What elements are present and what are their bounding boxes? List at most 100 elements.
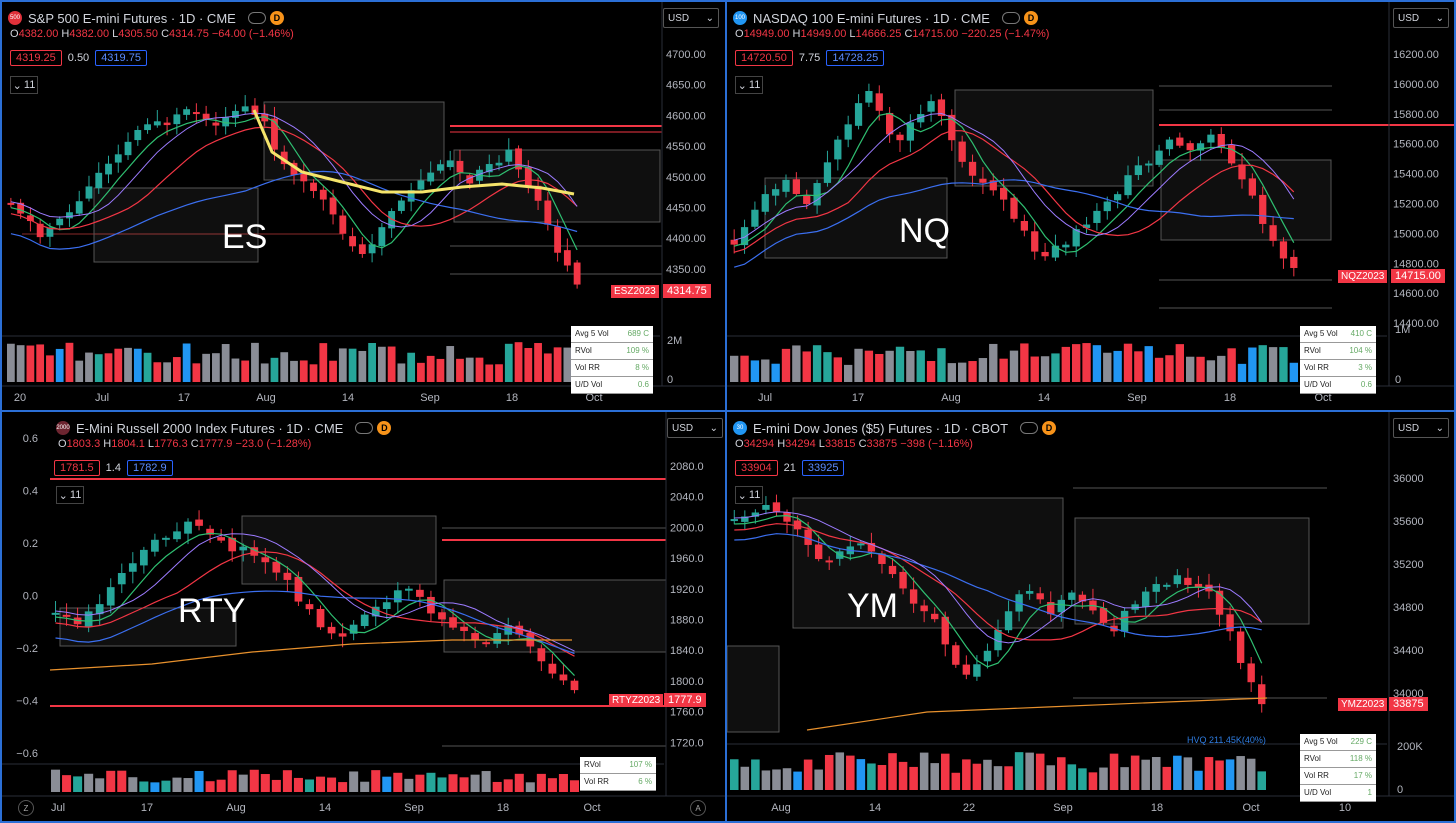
nq-title[interactable]: NASDAQ 100 E-mini Futures · 1D · CME bbox=[753, 10, 990, 26]
rty-title[interactable]: E-Mini Russell 2000 Index Futures · 1D ·… bbox=[76, 420, 344, 436]
chart-panel-nq[interactable]: 16200.00 16000.00 15800.00 15600.00 15400.00… bbox=[727, 2, 1454, 410]
candle-body bbox=[983, 650, 992, 662]
price-axis-label: 4500.00 bbox=[666, 172, 706, 184]
price-axis-label: 4350.00 bbox=[666, 264, 706, 276]
price-axis-label: 14600.00 bbox=[1393, 288, 1439, 300]
nq-bid[interactable]: 14720.50 bbox=[735, 50, 793, 66]
nq-eye-icon[interactable] bbox=[1001, 12, 1020, 24]
volume-bar bbox=[360, 781, 370, 792]
rty-currency-select[interactable]: USD ⌄ bbox=[667, 418, 723, 438]
es-indicator-toggle[interactable]: ⌄ 11 bbox=[10, 76, 38, 94]
volume-bar bbox=[249, 769, 259, 792]
volume-bar bbox=[1144, 346, 1153, 382]
candle-body bbox=[482, 642, 491, 645]
es-eye-icon[interactable] bbox=[247, 12, 266, 24]
stats-value: 3 % bbox=[1358, 363, 1372, 372]
candle-body bbox=[427, 172, 435, 182]
candle-body bbox=[85, 186, 93, 199]
chevron-down-icon: ⌄ bbox=[737, 79, 747, 92]
candle-body bbox=[228, 537, 237, 552]
rty-ask[interactable]: 1782.9 bbox=[126, 460, 173, 476]
volume-bar bbox=[426, 355, 435, 382]
volume-bar bbox=[558, 774, 568, 792]
volume-bar bbox=[133, 348, 142, 382]
ym-ask[interactable]: 33925 bbox=[801, 460, 845, 476]
rty-chart-canvas[interactable]: 2080.0 2040.0 2000.0 1960.0 1920.0 1880.0 1840… bbox=[2, 412, 725, 821]
rty-indicator-toggle[interactable]: ⌄ 11 bbox=[56, 486, 84, 504]
stats-value: 410 C bbox=[1350, 329, 1372, 338]
es-chart-canvas[interactable]: 4700.00 4650.00 4600.00 4550.00 4500.00 4450.… bbox=[2, 2, 725, 410]
volume-bar bbox=[1154, 357, 1164, 382]
ym-currency-select[interactable]: USD ⌄ bbox=[1393, 418, 1449, 438]
volume-bar bbox=[1236, 756, 1245, 790]
volume-bar bbox=[1130, 755, 1140, 790]
candle-body bbox=[84, 611, 93, 627]
rty-bid[interactable]: 1781.5 bbox=[54, 460, 100, 476]
candle-body bbox=[1217, 133, 1225, 148]
chart-panel-es[interactable]: 4700.00 4650.00 4600.00 4550.00 4500.00 4450.… bbox=[2, 2, 725, 410]
nq-ask[interactable]: 14728.25 bbox=[826, 50, 885, 66]
timezone-button[interactable]: Z bbox=[18, 800, 34, 816]
volume-bar bbox=[569, 780, 579, 792]
nq-indicator-toggle[interactable]: ⌄ 11 bbox=[735, 76, 763, 94]
ym-eye-icon[interactable] bbox=[1020, 422, 1039, 434]
volume-bar bbox=[875, 353, 884, 382]
volume-bar bbox=[299, 360, 308, 382]
ym-last-price: 33875 bbox=[1389, 697, 1428, 711]
chart-panel-rty[interactable]: 2080.0 2040.0 2000.0 1960.0 1920.0 1880.0 1840… bbox=[2, 412, 725, 821]
candle-body bbox=[920, 605, 928, 612]
ym-delayed-icon[interactable]: D bbox=[1042, 421, 1057, 435]
rty-eye-icon[interactable] bbox=[355, 422, 374, 434]
ym-ticker-label: YMZ2023 bbox=[1338, 698, 1388, 711]
time-axis-label: 17 bbox=[141, 802, 153, 814]
rty-delayed-icon[interactable]: D bbox=[377, 421, 392, 435]
volume-bar bbox=[536, 773, 546, 792]
nq-currency-select[interactable]: USD ⌄ bbox=[1393, 8, 1449, 28]
nq-ohlc: O14949.00 H14949.00 L14666.25 C14715.00 … bbox=[735, 28, 1050, 40]
volume-bar bbox=[792, 345, 801, 382]
stats-label: Vol RR bbox=[575, 363, 600, 372]
stats-label: Avg 5 Vol bbox=[1304, 329, 1338, 338]
es-bid[interactable]: 4319.25 bbox=[10, 50, 62, 66]
candle-body bbox=[283, 572, 292, 580]
candle-body bbox=[310, 182, 317, 192]
time-axis-label: Oct bbox=[583, 802, 600, 814]
es-delayed-icon[interactable]: D bbox=[269, 11, 284, 25]
nq-delayed-icon[interactable]: D bbox=[1023, 11, 1038, 25]
es-ticker-label: ESZ2023 bbox=[611, 285, 659, 298]
candle-body bbox=[927, 101, 935, 112]
nq-tag-label: NQ bbox=[899, 212, 950, 250]
ym-bid[interactable]: 33904 bbox=[735, 460, 778, 476]
chevron-down-icon: ⌄ bbox=[705, 12, 714, 24]
volume-bar bbox=[348, 348, 357, 382]
es-currency-select[interactable]: USD ⌄ bbox=[663, 8, 719, 28]
candle-body bbox=[114, 154, 122, 163]
candle-body bbox=[1072, 229, 1080, 247]
candle-body bbox=[1155, 150, 1163, 165]
volume-bar bbox=[1248, 347, 1257, 382]
volume-bar bbox=[1134, 351, 1143, 382]
es-title[interactable]: S&P 500 E-mini Futures · 1D · CME bbox=[28, 10, 236, 26]
time-axis-label: Oct bbox=[1242, 802, 1259, 814]
volume-bar bbox=[485, 364, 494, 382]
chart-panel-ym[interactable]: 36000 35600 35200 34800 34400 34000 Aug 14 22 Sep… bbox=[727, 412, 1454, 821]
ym-indicator-toggle[interactable]: ⌄ 11 bbox=[735, 486, 763, 504]
volume-bar bbox=[1204, 757, 1214, 790]
volume-bar bbox=[349, 771, 359, 792]
ym-title[interactable]: E-mini Dow Jones ($5) Futures · 1D · CBO… bbox=[753, 420, 1009, 436]
supply-demand-zone bbox=[93, 187, 259, 263]
volume-bar bbox=[407, 352, 416, 382]
stats-label: U/D Vol bbox=[1304, 788, 1332, 797]
panel-divider-horizontal[interactable] bbox=[0, 410, 1456, 412]
auto-scale-button[interactable]: A bbox=[690, 800, 706, 816]
ym-vol-axis-zero: 0 bbox=[1397, 784, 1404, 796]
nq-chart-canvas[interactable]: 16200.00 16000.00 15800.00 15600.00 15400.00… bbox=[727, 2, 1454, 410]
volume-bar bbox=[1196, 356, 1205, 382]
candle-body bbox=[271, 118, 278, 150]
stats-row: Avg 5 Vol 410 C bbox=[1300, 326, 1376, 343]
ym-spread: 21 bbox=[783, 462, 796, 474]
volume-bar bbox=[951, 772, 961, 790]
es-ask[interactable]: 4319.75 bbox=[95, 50, 147, 66]
volume-bar bbox=[290, 360, 298, 382]
